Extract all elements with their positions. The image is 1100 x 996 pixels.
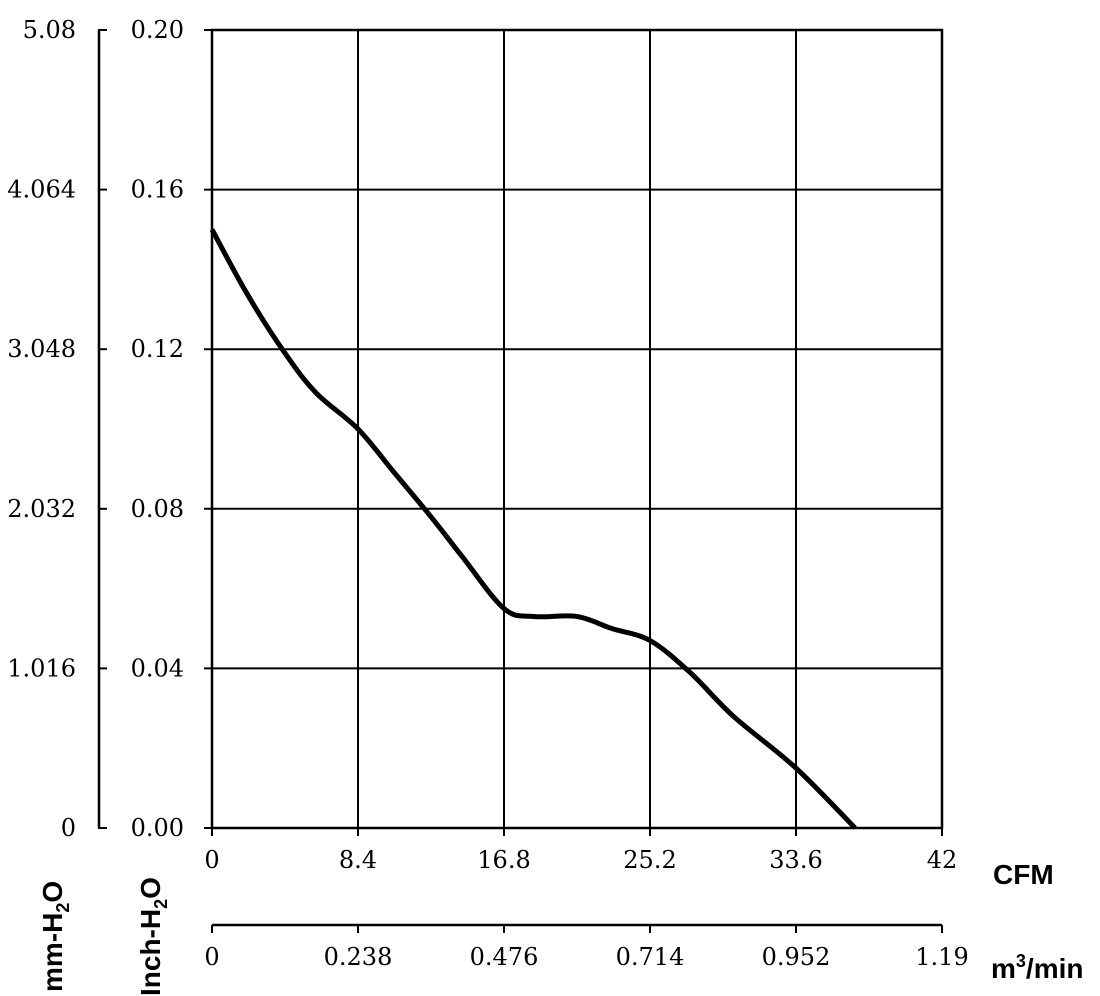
x-axis: 0 8.4 16.8 25.2 33.6 42 [204, 828, 957, 874]
x2-tick-label: 1.19 [915, 943, 968, 971]
x2-tick-label: 0.238 [324, 943, 393, 971]
y2-tick-label: 5.08 [23, 16, 76, 44]
y2-tick-label: 2.032 [7, 495, 76, 523]
x2-tick-label: 0.714 [616, 943, 685, 971]
x-tick-label: 42 [927, 846, 958, 874]
x2-tick-label: 0 [204, 943, 219, 971]
y2-tick-label: 1.016 [7, 654, 76, 682]
x-axis-unit-label: CFM [993, 859, 1054, 890]
series-line [209, 228, 857, 830]
y2-axis: 0 1.016 2.032 3.048 4.064 5.08 [7, 16, 107, 842]
y2-tick-label: 0 [61, 814, 76, 842]
series-layer [209, 228, 857, 830]
y-tick-label: 0.20 [131, 16, 184, 44]
x2-axis: 0 0.238 0.476 0.714 0.952 1.19 [204, 923, 969, 971]
x-tick-label: 25.2 [623, 846, 676, 874]
x-tick-label: 0 [204, 846, 219, 874]
y-tick-label: 0.12 [131, 335, 184, 363]
y-tick-label: 0.00 [131, 814, 184, 842]
plot-frame [210, 28, 944, 830]
x2-axis-unit-label: m3/min [991, 951, 1083, 984]
y2-tick-label: 4.064 [7, 176, 76, 204]
x-tick-label: 33.6 [769, 846, 822, 874]
y-axis: 0.00 0.04 0.08 0.12 0.16 0.20 [131, 16, 212, 842]
y-tick-label: 0.16 [131, 176, 184, 204]
y2-tick-label: 3.048 [7, 335, 76, 363]
y-tick-label: 0.04 [131, 654, 184, 682]
y-tick-label: 0.08 [131, 495, 184, 523]
grid [204, 30, 942, 836]
x-tick-label: 16.8 [477, 846, 530, 874]
x2-tick-label: 0.952 [762, 943, 831, 971]
x2-tick-label: 0.476 [470, 943, 539, 971]
x-tick-label: 8.4 [339, 846, 377, 874]
y-axis-unit-label: Inch-H2O [135, 877, 171, 996]
y2-axis-unit-label: mm-H2O [37, 881, 73, 992]
